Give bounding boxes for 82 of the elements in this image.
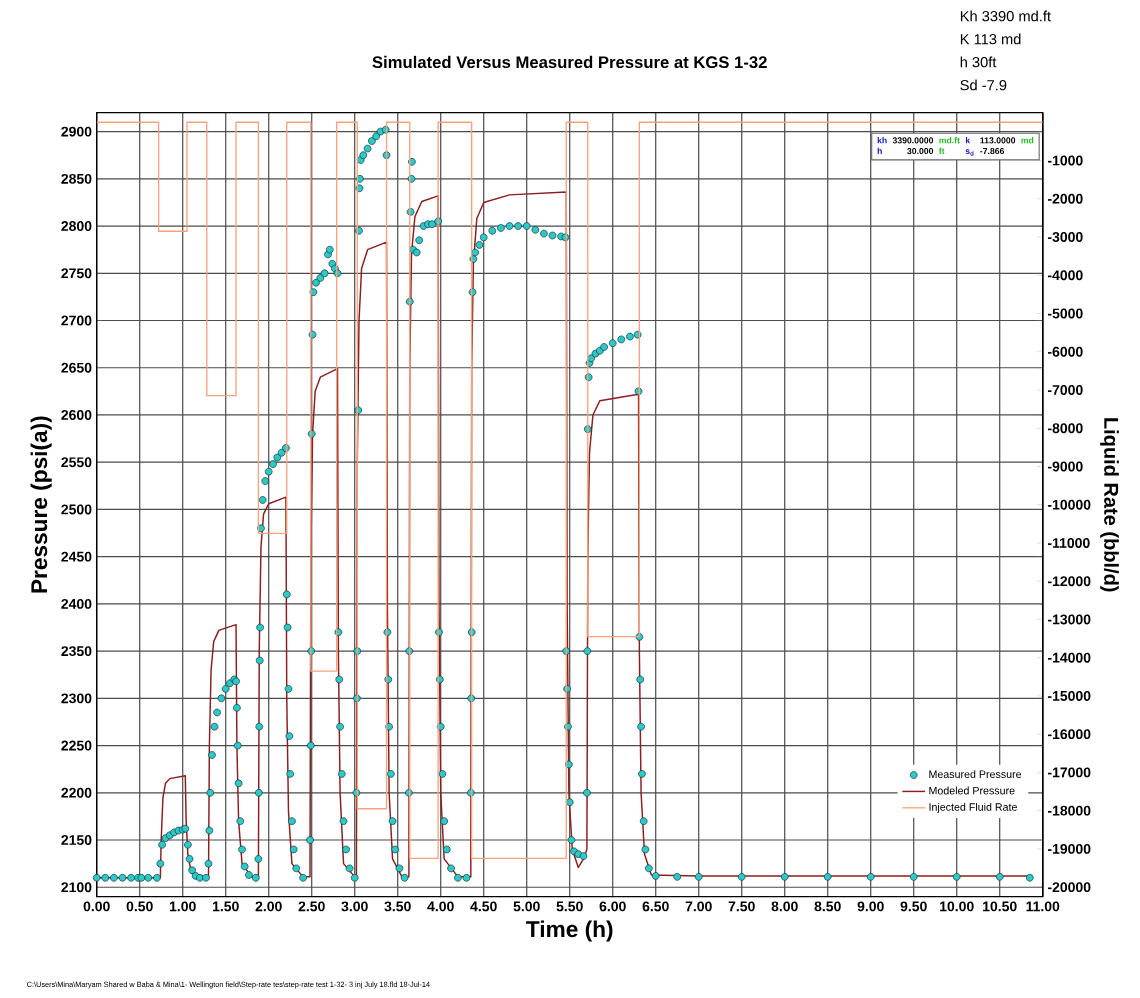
- y-tick-label: 2150: [61, 835, 92, 845]
- y2-tick-label: -18000: [1047, 805, 1091, 816]
- y-tick-label: 2300: [61, 693, 92, 704]
- x-tick-label: 8.50: [814, 901, 841, 912]
- x-tick-label: 2.00: [255, 901, 282, 912]
- x-tick-label: 1.00: [169, 901, 196, 912]
- y-tick-label: 2250: [61, 740, 92, 751]
- y2-tick-label: -3000: [1047, 232, 1083, 242]
- legend-label: Injected Fluid Rate: [929, 802, 1017, 813]
- y-tick-label: 2900: [61, 126, 92, 137]
- y2-tick-label: -7000: [1047, 385, 1083, 395]
- legend-label: Modeled Pressure: [929, 786, 1015, 795]
- annotation: -7.866: [980, 147, 1005, 155]
- y2-tick-label: -12000: [1047, 576, 1091, 587]
- x-tick-label: 10.50: [983, 901, 1017, 912]
- y2-tick-label: -20000: [1047, 882, 1091, 893]
- annotation: 3390.0000: [892, 137, 934, 144]
- x-tick-label: 7.00: [685, 901, 712, 912]
- y2-tick-label: -11000: [1047, 537, 1090, 548]
- y-tick-label: 2850: [61, 173, 92, 184]
- y2-tick-label: -15000: [1047, 690, 1091, 701]
- x-tick-label: 10.00: [940, 901, 974, 912]
- y-tick-label: 2400: [61, 598, 92, 609]
- y2-tick-label: -1000: [1047, 155, 1083, 166]
- x-tick-label: 6.00: [599, 901, 626, 912]
- annotation: s$_{d}$: [965, 149, 974, 156]
- x-tick-label: 0.00: [83, 901, 110, 912]
- y2-tick-label: -4000: [1047, 270, 1083, 281]
- y2-tick-label: -16000: [1047, 729, 1091, 740]
- text: Kh 3390 md.ft: [960, 10, 1051, 22]
- y-tick-label: 2800: [61, 221, 92, 232]
- y2-tick-label: -17000: [1047, 767, 1091, 778]
- y2-tick-label: -5000: [1047, 308, 1083, 319]
- y-axis-title: Pressure (psi(a)): [30, 416, 52, 593]
- y2-tick-label: -13000: [1047, 614, 1091, 625]
- y-tick-label: 2200: [61, 787, 92, 798]
- x-tick-label: 4.50: [470, 901, 497, 912]
- y2-tick-label: -9000: [1047, 461, 1083, 472]
- x-tick-label: 7.50: [728, 901, 755, 912]
- x-tick-label: 1.50: [212, 901, 239, 912]
- annotation: md: [1021, 137, 1034, 144]
- x-tick-label: 8.00: [771, 901, 798, 912]
- y-tick-label: 2100: [61, 882, 92, 893]
- annotation: kh: [877, 137, 887, 144]
- y2-tick-label: -19000: [1047, 843, 1091, 854]
- annotation: h: [877, 147, 882, 155]
- y2-tick-label: -6000: [1047, 346, 1083, 357]
- chart-title: Simulated Versus Measured Pressure at KGS 1-32: [372, 55, 767, 69]
- text: K 113 md: [960, 33, 1021, 45]
- x-tick-label: 4.00: [427, 901, 454, 912]
- y-tick-label: 2350: [61, 646, 92, 657]
- y2-tick-label: -14000: [1047, 652, 1091, 663]
- annotation: k: [965, 137, 971, 144]
- y-tick-label: 2450: [61, 551, 92, 562]
- y-tick-label: 2700: [61, 315, 92, 326]
- x-tick-label: 5.50: [556, 901, 583, 912]
- x-axis-title: Time (h): [526, 920, 613, 942]
- y-tick-label: 2500: [61, 504, 92, 515]
- y-tick-label: 2650: [61, 362, 92, 373]
- x-tick-label: 0.50: [126, 901, 153, 912]
- text: Sd -7.9: [960, 79, 1007, 91]
- y-tick-label: 2600: [61, 410, 92, 420]
- x-tick-label: 9.50: [900, 901, 927, 912]
- y2-axis-title: Liquid Rate (bbl/d): [1100, 418, 1119, 592]
- y-tick-label: 2550: [61, 457, 92, 468]
- x-tick-label: 11.00: [1026, 901, 1060, 912]
- annotation: ft: [938, 147, 945, 155]
- y2-tick-label: -2000: [1047, 193, 1083, 204]
- text: h 30ft: [960, 56, 997, 68]
- y2-tick-label: -8000: [1047, 423, 1083, 434]
- x-tick-label: 2.50: [298, 901, 325, 912]
- x-tick-label: 6.50: [642, 901, 669, 912]
- x-tick-label: 9.00: [857, 901, 884, 912]
- y-tick-label: 2750: [61, 268, 92, 279]
- y2-tick-label: -10000: [1047, 499, 1091, 510]
- legend-label: Measured Pressure: [929, 770, 1022, 778]
- x-tick-label: 3.50: [384, 901, 411, 912]
- annotation: 113.0000: [980, 137, 1016, 144]
- annotation: md.ft: [939, 137, 960, 144]
- x-tick-label: 5.00: [513, 901, 540, 912]
- annotation: 30.000: [907, 147, 934, 155]
- x-tick-label: 3.00: [341, 901, 368, 912]
